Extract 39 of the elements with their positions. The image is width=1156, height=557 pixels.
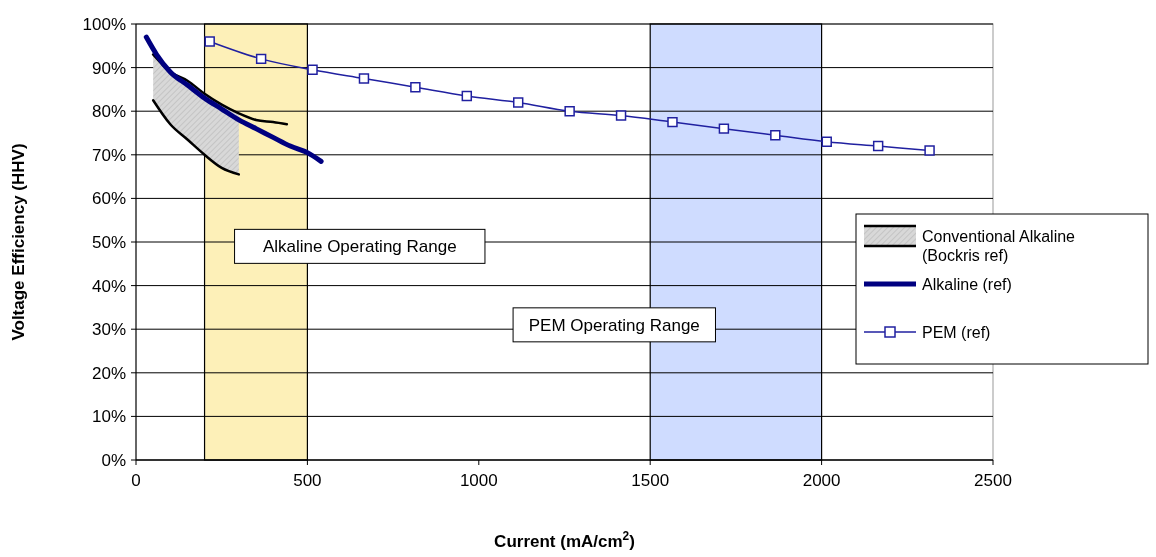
y-tick-label: 90% bbox=[91, 58, 126, 78]
y-tick-label: 10% bbox=[91, 407, 126, 427]
y-tick-label: 0% bbox=[101, 451, 126, 470]
point bbox=[718, 123, 730, 134]
y-axis-title: Voltage Efficiency (HHV) bbox=[9, 143, 28, 341]
x-tick-label: 1000 bbox=[459, 471, 498, 490]
y-tick-label: 20% bbox=[91, 363, 126, 383]
point bbox=[821, 136, 832, 147]
x-tick-label: 2500 bbox=[974, 471, 1012, 490]
legend-label: Conventional Alkaline (Bockris ref) bbox=[922, 228, 1076, 264]
point bbox=[770, 129, 781, 141]
point bbox=[872, 140, 884, 152]
point bbox=[615, 110, 627, 121]
y-tick-label: 100% bbox=[82, 15, 126, 34]
point bbox=[255, 53, 267, 65]
y-tick-label: 70% bbox=[91, 145, 126, 165]
x-tick-label: 0 bbox=[131, 471, 141, 490]
point bbox=[410, 82, 421, 93]
point bbox=[358, 73, 370, 84]
legend-label: PEM (ref) bbox=[922, 324, 991, 341]
y-tick-label: 40% bbox=[91, 276, 126, 296]
point bbox=[924, 145, 935, 156]
y-tick-label: 60% bbox=[91, 189, 126, 209]
point bbox=[307, 64, 318, 75]
point bbox=[461, 90, 473, 102]
point bbox=[513, 97, 524, 108]
point bbox=[564, 105, 575, 117]
point bbox=[204, 36, 215, 47]
band-label: PEM Operating Range bbox=[528, 315, 700, 335]
point bbox=[667, 116, 678, 128]
band-label: Alkaline Operating Range bbox=[262, 237, 457, 257]
y-tick-label: 50% bbox=[91, 233, 126, 252]
x-tick-label: 2000 bbox=[802, 471, 841, 490]
y-tick-label: 80% bbox=[91, 102, 126, 122]
x-axis-title: Current (mA/cm$^{2}$) bbox=[494, 529, 635, 551]
legend-label: Alkaline (ref) bbox=[922, 276, 1012, 293]
x-tick-label: 1500 bbox=[631, 471, 670, 490]
x-tick-label: 500 bbox=[293, 471, 322, 490]
y-tick-label: 30% bbox=[91, 320, 126, 340]
